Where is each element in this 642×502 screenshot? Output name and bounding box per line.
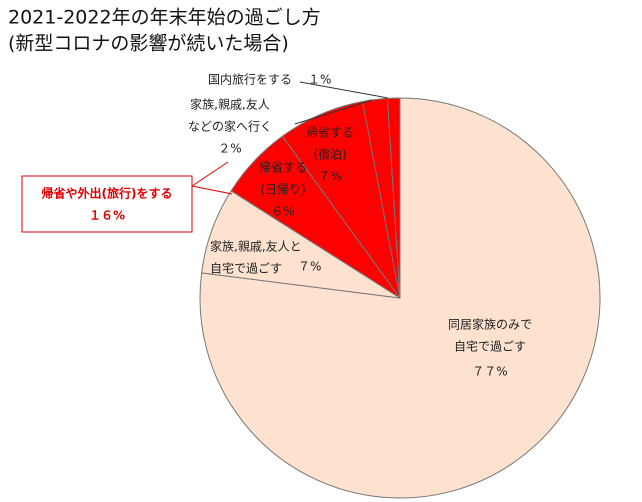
callout-text: 帰省や外出(旅行)をする [42, 186, 173, 201]
callout-leader [191, 185, 233, 195]
slice-value: ２% [218, 142, 241, 156]
slice-label: 家族,親戚,友人 [190, 97, 270, 112]
slice-value: ７７% [472, 365, 507, 379]
slice-label: 帰省する [259, 161, 307, 175]
title-line: 2021-2022年の年末年始の過ごし方 [8, 7, 321, 29]
leader [299, 81, 389, 99]
callout-leader [191, 161, 229, 187]
slice-label: 家族,親戚,友人と [210, 239, 302, 254]
slice-label: (日帰り) [260, 183, 305, 197]
slice-label: 国内旅行をする [208, 73, 292, 87]
callout-box [21, 175, 193, 233]
slice-label: 帰省する [306, 126, 354, 140]
slice-value: ７% [318, 170, 341, 184]
pie [199, 97, 601, 499]
slice-value: １% [308, 73, 331, 87]
slice-value: ６% [271, 205, 294, 219]
leader [294, 99, 373, 125]
callout-value: １６% [89, 209, 125, 223]
slice-label: 自宅で過ごす [210, 261, 282, 276]
slice-label: 同居家族のみで [448, 317, 532, 332]
title-line: (新型コロナの影響が続いた場合) [8, 33, 289, 55]
slice-label: などの家へ行く [188, 119, 272, 134]
slice-label: 自宅で過ごす [454, 339, 526, 354]
slice-value: ７% [298, 260, 321, 274]
slice-label: (宿泊) [313, 147, 346, 162]
